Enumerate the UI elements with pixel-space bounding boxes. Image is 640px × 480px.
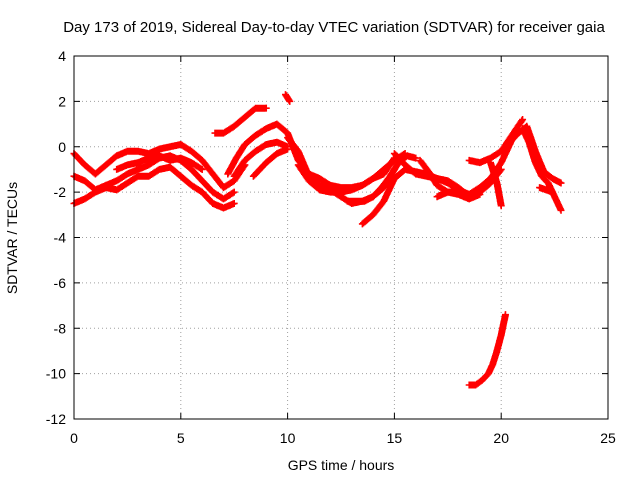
y-tick-label: -2 xyxy=(54,184,67,200)
series-markers xyxy=(211,104,270,137)
x-tick-label: 5 xyxy=(177,430,185,446)
series-track-18 xyxy=(487,159,505,210)
series-markers xyxy=(465,311,509,389)
axis-ticks: -12 -10 -8 -6 -4 -2 0 2 4 0 5 10 15 20 25 xyxy=(46,48,616,446)
series-markers xyxy=(294,150,409,196)
y-tick-label: 0 xyxy=(58,139,66,155)
x-tick-label: 20 xyxy=(493,430,509,446)
chart-title: Day 173 of 2019, Sidereal Day-to-day VTE… xyxy=(63,19,605,36)
series-track-4 xyxy=(113,152,206,173)
grid xyxy=(74,56,608,419)
y-tick-label: -8 xyxy=(54,320,67,336)
x-tick-label: 15 xyxy=(387,430,403,446)
y-tick-label: -4 xyxy=(54,230,67,246)
series-track-21 xyxy=(536,184,556,196)
x-axis-label: GPS time / hours xyxy=(288,457,395,473)
x-tick-label: 25 xyxy=(600,430,616,446)
series-markers xyxy=(343,152,420,205)
series-track-5 xyxy=(211,104,270,137)
series-markers xyxy=(465,116,527,167)
series-track-6 xyxy=(282,91,294,105)
series-track-22 xyxy=(465,311,509,389)
series-track-20 xyxy=(519,125,565,214)
series-markers xyxy=(536,184,556,196)
series-track-16 xyxy=(433,188,473,201)
series-track-12 xyxy=(343,152,420,205)
series-markers xyxy=(282,91,294,105)
series-markers xyxy=(230,138,292,180)
y-tick-label: -12 xyxy=(46,411,66,427)
x-tick-label: 10 xyxy=(280,430,296,446)
series-markers xyxy=(249,145,292,180)
series-track-9 xyxy=(249,145,292,180)
series-markers xyxy=(487,159,505,210)
x-tick-label: 0 xyxy=(70,430,78,446)
series-track-17 xyxy=(465,116,527,167)
series-markers xyxy=(113,152,206,173)
series-markers xyxy=(519,125,565,214)
y-tick-label: 4 xyxy=(58,48,66,64)
y-tick-label: -6 xyxy=(54,275,67,291)
data-series xyxy=(70,91,565,389)
y-tick-label: -10 xyxy=(46,366,66,382)
y-tick-label: 2 xyxy=(58,93,66,109)
series-track-11 xyxy=(294,150,409,196)
y-axis-label: SDTVAR / TECUs xyxy=(4,182,20,294)
series-markers xyxy=(433,188,473,201)
series-track-8 xyxy=(230,138,292,180)
